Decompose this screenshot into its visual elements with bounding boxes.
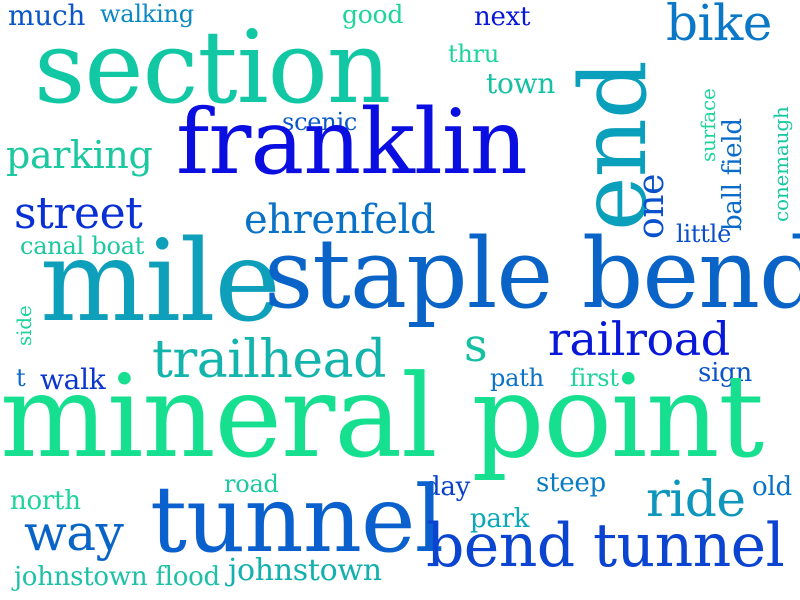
word-sign: sign [698, 358, 753, 388]
word-franklin: franklin [176, 90, 528, 195]
word-t: t [16, 364, 26, 392]
word-johnstown-flood: johnstown flood [14, 562, 220, 592]
word-road: road [224, 470, 279, 498]
word-bend-tunnel: bend tunnel [426, 511, 785, 581]
word-good: good [342, 0, 404, 29]
word-staple-bend: staple bend [264, 218, 800, 330]
word-way: way [24, 504, 124, 562]
word-side: side [12, 305, 36, 347]
word-trailhead: trailhead [152, 330, 386, 390]
word-thru: thru [448, 40, 500, 68]
word-railroad: railroad [548, 312, 730, 366]
word-day: day [424, 472, 471, 502]
word-first: first [570, 364, 619, 392]
word-north: north [10, 486, 81, 516]
word-johnstown: johnstown [228, 553, 382, 588]
word-path: path [490, 364, 544, 392]
word-next: next [474, 2, 531, 32]
word-old: old [752, 472, 792, 502]
word-mineral-point: mineral point [0, 350, 764, 483]
word-mile: mile [40, 217, 281, 347]
word-section: section [34, 9, 391, 126]
word-street: street [14, 188, 143, 239]
word-walking: walking [100, 0, 194, 28]
word-much: much [8, 0, 86, 32]
word-walk: walk [40, 363, 106, 396]
word-park: park [470, 504, 530, 534]
word-town: town [486, 67, 555, 100]
word-ride: ride [646, 470, 746, 528]
word-surface: surface [696, 88, 720, 162]
word-ehrenfeld: ehrenfeld [244, 197, 436, 243]
word-steep: steep [536, 468, 606, 498]
word-tunnel: tunnel [150, 466, 444, 573]
word-little: little [676, 220, 732, 248]
word-scenic: scenic [282, 108, 358, 136]
word-ball-field: ball field [718, 118, 748, 231]
word-s: s [464, 318, 488, 372]
word-bike: bike [666, 0, 772, 52]
word-conemaugh: conemaugh [769, 106, 793, 222]
word-parking: parking [6, 133, 153, 177]
word-canal-boat: canal boat [20, 232, 145, 260]
